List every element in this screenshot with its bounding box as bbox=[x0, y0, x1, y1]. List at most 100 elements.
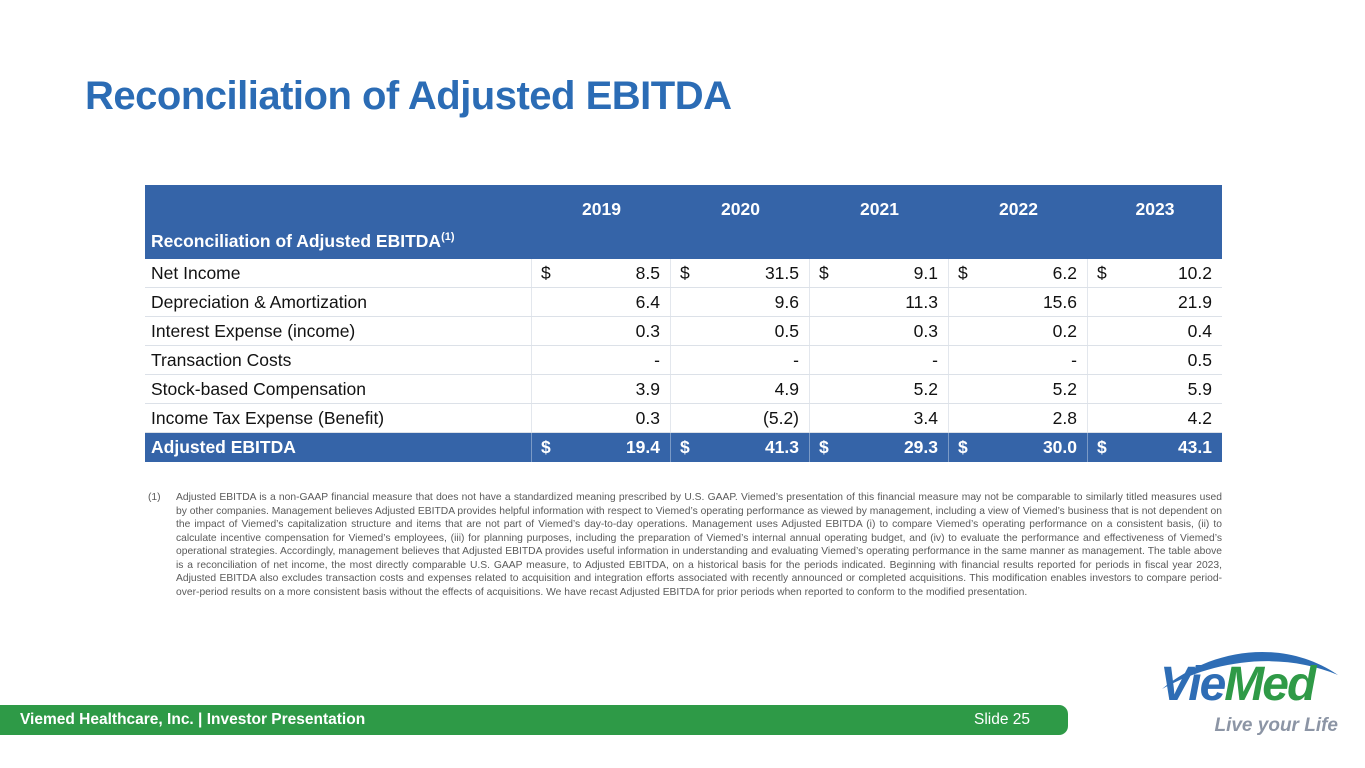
table-cell: - bbox=[532, 346, 671, 374]
currency-symbol: $ bbox=[958, 263, 968, 283]
table-cell: $6.2 bbox=[949, 259, 1088, 287]
currency-symbol: $ bbox=[1097, 263, 1107, 283]
currency-symbol bbox=[958, 375, 970, 403]
cell-value: 19.4 bbox=[625, 437, 660, 457]
cell-value: 30.0 bbox=[1042, 437, 1077, 457]
currency-symbol bbox=[958, 346, 970, 374]
currency-symbol bbox=[819, 404, 831, 432]
page-title: Reconciliation of Adjusted EBITDA bbox=[85, 74, 732, 118]
currency-symbol bbox=[541, 288, 553, 316]
cell-value: 3.4 bbox=[913, 408, 938, 428]
table-row: Stock-based Compensation 3.9 4.9 5.2 5.2 5.9 bbox=[145, 375, 1222, 404]
table-cell: 5.9 bbox=[1088, 375, 1222, 403]
year-header: 2022 bbox=[999, 199, 1038, 219]
table-cell: $29.3 bbox=[810, 433, 949, 462]
table-cell: 5.2 bbox=[810, 375, 949, 403]
table-cell: $31.5 bbox=[671, 259, 810, 287]
total-row-label: Adjusted EBITDA bbox=[145, 433, 532, 462]
table-total-row: Adjusted EBITDA $19.4 $41.3 $29.3 $30.0 … bbox=[145, 433, 1222, 462]
table-row: Income Tax Expense (Benefit) 0.3 (5.2) 3.4 2… bbox=[145, 404, 1222, 433]
cell-value: 41.3 bbox=[764, 437, 799, 457]
cell-value: 0.4 bbox=[1187, 321, 1212, 341]
table-cell: - bbox=[671, 346, 810, 374]
logo-wordmark: VieMed bbox=[1160, 658, 1316, 711]
row-label: Net Income bbox=[145, 259, 532, 287]
logo-text-med: Med bbox=[1224, 658, 1316, 711]
currency-symbol bbox=[819, 375, 831, 403]
currency-symbol: $ bbox=[541, 437, 551, 457]
currency-symbol bbox=[1097, 375, 1109, 403]
currency-symbol: $ bbox=[1097, 437, 1107, 457]
cell-value: 6.2 bbox=[1052, 263, 1077, 283]
currency-symbol: $ bbox=[541, 263, 551, 283]
ebitda-reconciliation-table: 2019 2020 2021 2022 2023 Reconciliation … bbox=[145, 185, 1222, 462]
cell-value: 0.5 bbox=[1187, 350, 1212, 370]
currency-symbol: $ bbox=[819, 263, 829, 283]
footer-bar: Viemed Healthcare, Inc. | Investor Prese… bbox=[0, 705, 1068, 735]
cell-value: - bbox=[654, 350, 660, 370]
footnote-reference: (1) bbox=[441, 231, 455, 244]
table-cell: 0.3 bbox=[532, 317, 671, 345]
row-label: Interest Expense (income) bbox=[145, 317, 532, 345]
table-header-label: Reconciliation of Adjusted EBITDA(1) bbox=[151, 231, 455, 252]
table-header: 2019 2020 2021 2022 2023 Reconciliation … bbox=[145, 185, 1222, 259]
table-row: Net Income $8.5 $31.5 $9.1 $6.2 $10.2 bbox=[145, 259, 1222, 288]
table-cell: 5.2 bbox=[949, 375, 1088, 403]
table-body: Net Income $8.5 $31.5 $9.1 $6.2 $10.2 Deprecia… bbox=[145, 259, 1222, 433]
currency-symbol bbox=[541, 375, 553, 403]
currency-symbol bbox=[958, 404, 970, 432]
table-cell: 0.4 bbox=[1088, 317, 1222, 345]
cell-value: 4.2 bbox=[1187, 408, 1212, 428]
table-cell: $41.3 bbox=[671, 433, 810, 462]
table-cell: 4.9 bbox=[671, 375, 810, 403]
footnote: (1) Adjusted EBITDA is a non-GAAP financ… bbox=[148, 491, 1222, 599]
currency-symbol: $ bbox=[680, 263, 690, 283]
currency-symbol bbox=[680, 288, 692, 316]
currency-symbol bbox=[680, 404, 692, 432]
cell-value: 2.8 bbox=[1052, 408, 1077, 428]
currency-symbol bbox=[819, 346, 831, 374]
table-cell: - bbox=[810, 346, 949, 374]
currency-symbol bbox=[1097, 404, 1109, 432]
cell-value: 0.3 bbox=[635, 321, 660, 341]
currency-symbol: $ bbox=[680, 437, 690, 457]
cell-value: 0.2 bbox=[1052, 321, 1077, 341]
cell-value: 0.5 bbox=[774, 321, 799, 341]
currency-symbol bbox=[541, 317, 553, 345]
currency-symbol bbox=[680, 375, 692, 403]
cell-value: 11.3 bbox=[905, 292, 938, 312]
table-cell: $10.2 bbox=[1088, 259, 1222, 287]
currency-symbol bbox=[541, 404, 553, 432]
table-cell: 0.3 bbox=[810, 317, 949, 345]
year-header: 2019 bbox=[582, 199, 621, 219]
table-cell: 2.8 bbox=[949, 404, 1088, 432]
year-header: 2021 bbox=[860, 199, 899, 219]
cell-value: 0.3 bbox=[635, 408, 660, 428]
cell-value: - bbox=[1071, 350, 1077, 370]
slide-number: Slide 25 bbox=[973, 711, 1030, 728]
table-cell: 0.5 bbox=[671, 317, 810, 345]
table-cell: $43.1 bbox=[1088, 433, 1222, 462]
cell-value: 31.5 bbox=[764, 263, 799, 283]
header-label-text: Reconciliation of Adjusted EBITDA bbox=[151, 231, 442, 251]
cell-value: 0.3 bbox=[913, 321, 938, 341]
footer-company-text: Viemed Healthcare, Inc. | Investor Prese… bbox=[20, 711, 366, 728]
table-cell: 9.6 bbox=[671, 288, 810, 316]
table-cell: 15.6 bbox=[949, 288, 1088, 316]
cell-value: - bbox=[932, 350, 938, 370]
currency-symbol bbox=[1097, 346, 1109, 374]
table-cell: 3.9 bbox=[532, 375, 671, 403]
logo-text-vie: Vie bbox=[1160, 658, 1226, 711]
currency-symbol bbox=[958, 288, 970, 316]
cell-value: 5.2 bbox=[1052, 379, 1077, 399]
row-label: Income Tax Expense (Benefit) bbox=[145, 404, 532, 432]
table-cell: 0.2 bbox=[949, 317, 1088, 345]
cell-value: 43.1 bbox=[1177, 437, 1212, 457]
cell-value: 29.3 bbox=[903, 437, 938, 457]
currency-symbol: $ bbox=[958, 437, 968, 457]
cell-value: 21.9 bbox=[1177, 292, 1212, 312]
cell-value: - bbox=[793, 350, 799, 370]
table-cell: $30.0 bbox=[949, 433, 1088, 462]
footnote-marker: (1) bbox=[148, 492, 161, 503]
